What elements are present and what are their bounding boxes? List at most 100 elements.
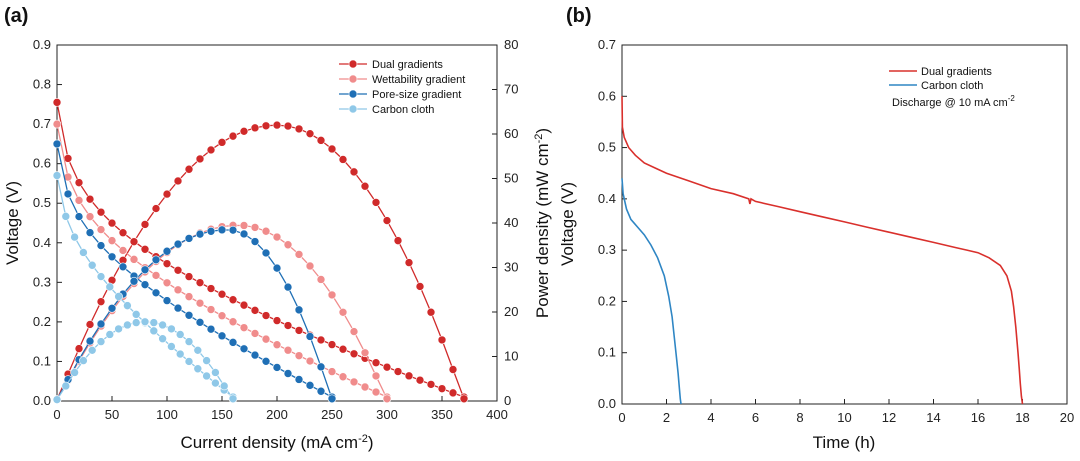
- voltage-point: [87, 260, 97, 270]
- voltage-point: [316, 386, 326, 396]
- panel-a-x-ticks: 0 50 100 150 200 250 300 350 400: [53, 396, 508, 422]
- panel-b-x-tick-label: 16: [971, 410, 985, 425]
- power-point: [87, 346, 97, 355]
- voltage-point: [173, 303, 183, 313]
- voltage-point: [217, 289, 227, 299]
- power-point: [349, 327, 359, 336]
- voltage-point: [371, 358, 381, 368]
- power-point: [316, 362, 326, 372]
- power-point: [79, 356, 88, 365]
- power-point: [85, 336, 95, 346]
- panel-b-y-ticks: 0.0 0.1 0.2 0.3 0.4 0.5 0.6 0.7: [598, 37, 627, 411]
- voltage-point: [206, 324, 216, 334]
- voltage-point: [250, 350, 260, 360]
- panel-a-y2-axis-title: Power density (mW cm-2): [533, 128, 552, 318]
- voltage-point: [371, 387, 381, 397]
- panel-b-y-tick-label: 0.1: [598, 345, 616, 360]
- panel-a-y2-tick-label: 70: [504, 82, 518, 97]
- voltage-point: [283, 369, 293, 378]
- power-point: [107, 303, 117, 313]
- panel-b-series: [621, 96, 1024, 405]
- voltage-point: [272, 363, 282, 372]
- voltage-point: [195, 298, 205, 308]
- panel-b-x-tick-label: 18: [1015, 410, 1029, 425]
- power-point: [261, 121, 271, 131]
- power-point: [371, 371, 381, 381]
- panel-a-y2-tick-label: 20: [504, 304, 518, 319]
- panel-a-y-tick-label: 0.1: [33, 353, 51, 368]
- power-point: [151, 204, 161, 213]
- panel-a-y-tick-label: 0.7: [33, 116, 51, 131]
- voltage-point: [239, 344, 249, 354]
- power-point: [250, 223, 260, 232]
- voltage-line-wettability-gradient: [56, 123, 388, 398]
- power-point: [173, 239, 183, 249]
- series-pore-size-gradient: [52, 139, 337, 404]
- power-point: [123, 320, 132, 330]
- power-point: [52, 395, 62, 404]
- voltage-point: [167, 342, 176, 351]
- panel-a-x-tick-label: 50: [105, 407, 119, 422]
- panel-a-y-axis-title: Voltage (V): [3, 181, 22, 265]
- power-point: [327, 290, 337, 300]
- voltage-point: [96, 225, 106, 234]
- power-point: [415, 282, 425, 291]
- power-point: [316, 275, 326, 284]
- voltage-point: [202, 371, 211, 381]
- voltage-point: [162, 259, 172, 268]
- voltage-point: [393, 367, 403, 376]
- voltage-point: [184, 292, 194, 301]
- panel-a-x-axis-title: Current density (mA cm-2): [180, 433, 373, 452]
- panel-b-x-tick-label: 12: [882, 410, 896, 425]
- voltage-point: [74, 196, 84, 205]
- voltage-point: [140, 244, 150, 254]
- power-point: [349, 167, 359, 177]
- voltage-point: [184, 357, 194, 366]
- voltage-point: [239, 323, 249, 332]
- power-point: [175, 330, 185, 339]
- voltage-point: [415, 375, 425, 385]
- panel-b-y-tick-label: 0.2: [598, 293, 616, 308]
- panel-a-series: [52, 98, 469, 404]
- panel-a-legend: Dual gradients Wettability gradient Pore-s…: [339, 59, 465, 116]
- power-point: [96, 337, 106, 346]
- panel-a-y-tick-label: 0.0: [33, 393, 51, 408]
- voltage-point: [175, 349, 185, 359]
- voltage-point: [305, 356, 315, 366]
- voltage-point: [74, 212, 84, 221]
- power-point: [382, 216, 392, 225]
- power-point: [239, 127, 249, 136]
- voltage-point: [173, 265, 183, 275]
- legend-label: Carbon cloth: [921, 80, 983, 92]
- legend-item-dual-gradients: Dual gradients: [889, 66, 992, 78]
- voltage-point: [327, 367, 337, 376]
- power-point: [217, 225, 227, 235]
- panel-b-y-tick-label: 0.6: [598, 88, 616, 103]
- power-point: [371, 198, 381, 207]
- power-point: [283, 121, 293, 131]
- power-point: [202, 356, 211, 365]
- voltage-point: [52, 139, 62, 149]
- legend-marker: [348, 59, 358, 69]
- power-point: [305, 332, 315, 341]
- power-point: [305, 129, 315, 138]
- voltage-point: [52, 98, 62, 107]
- voltage-point: [327, 340, 337, 349]
- panel-a-y2-tick-label: 10: [504, 349, 518, 364]
- power-point: [162, 246, 172, 256]
- power-point: [360, 348, 370, 358]
- panel-a: (a) 0 50 100 150 200 250 300 350 400 0.00.10.20.…: [3, 5, 552, 452]
- voltage-point: [96, 207, 106, 217]
- panel-a-y-tick-label: 0.5: [33, 195, 51, 210]
- voltage-point: [349, 377, 359, 387]
- power-point: [459, 394, 469, 404]
- voltage-point: [173, 285, 183, 295]
- panel-a-y2-tick-label: 0: [504, 393, 511, 408]
- panel-a-x-tick-label: 300: [376, 407, 398, 422]
- power-point: [327, 394, 337, 404]
- voltage-point: [211, 378, 220, 388]
- voltage-point: [294, 375, 304, 384]
- voltage-point: [184, 311, 194, 320]
- power-point: [294, 124, 304, 134]
- power-point: [272, 120, 282, 130]
